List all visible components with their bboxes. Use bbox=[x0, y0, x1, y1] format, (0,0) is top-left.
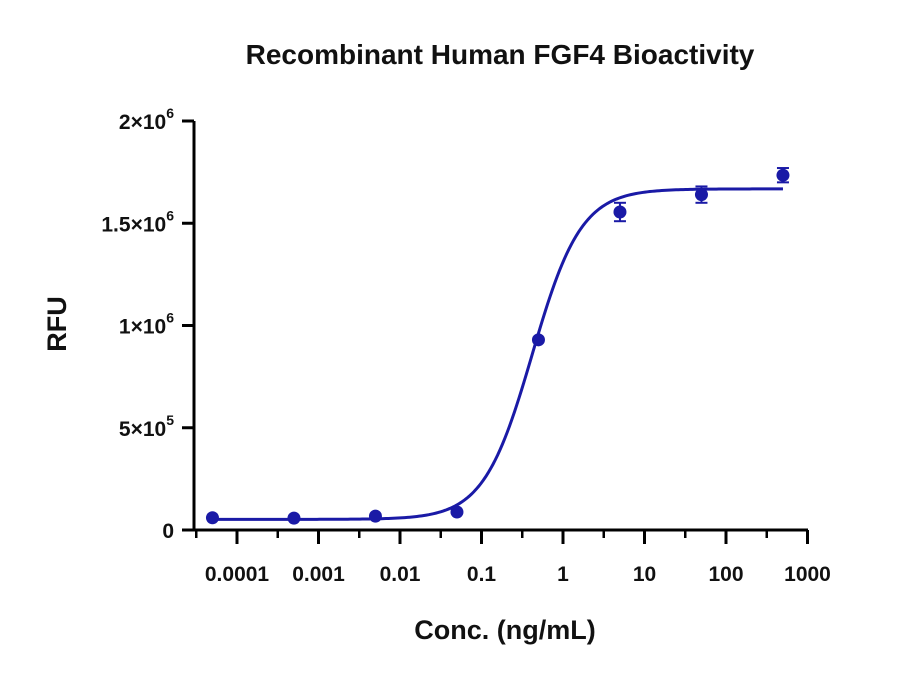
x-tick-label: 0.001 bbox=[292, 563, 345, 586]
x-tick-label: 0.1 bbox=[467, 563, 497, 586]
x-tick-label: 1000 bbox=[784, 563, 831, 586]
fit-curve bbox=[212, 187, 783, 521]
y-tick-base: 5×10 bbox=[119, 418, 166, 441]
y-axis-title: RFU bbox=[42, 296, 72, 352]
data-point bbox=[613, 205, 627, 219]
x-tick-label: 100 bbox=[708, 563, 743, 586]
data-point bbox=[531, 333, 545, 347]
y-tick-base: 1.5×10 bbox=[101, 213, 166, 236]
data-point bbox=[287, 511, 301, 525]
y-tick-label: 2×106 bbox=[119, 105, 174, 134]
y-tick-base: 0 bbox=[162, 520, 174, 543]
x-axis-title: Conc. (ng/mL) bbox=[414, 615, 595, 645]
y-tick-label: 1.5×106 bbox=[101, 207, 174, 236]
y-tick-exponent: 6 bbox=[166, 207, 174, 223]
x-tick-label: 1 bbox=[557, 563, 569, 586]
data-point bbox=[776, 168, 790, 182]
y-tick-label: 0 bbox=[162, 520, 174, 543]
x-tick-label: 0.0001 bbox=[205, 563, 270, 586]
y-tick-exponent: 5 bbox=[166, 412, 174, 428]
y-tick-exponent: 6 bbox=[166, 310, 174, 326]
y-tick-exponent: 6 bbox=[166, 105, 174, 121]
y-tick-label: 1×106 bbox=[119, 310, 174, 339]
data-point bbox=[694, 188, 708, 202]
y-tick-base: 2×10 bbox=[119, 111, 166, 134]
chart-title: Recombinant Human FGF4 Bioactivity bbox=[246, 39, 755, 70]
data-point bbox=[368, 509, 382, 523]
y-tick-base: 1×10 bbox=[119, 316, 166, 339]
data-point bbox=[205, 511, 219, 525]
y-tick-label: 5×105 bbox=[119, 412, 174, 441]
data-point bbox=[450, 505, 464, 519]
x-tick-label: 10 bbox=[633, 563, 656, 586]
x-tick-label: 0.01 bbox=[380, 563, 421, 586]
